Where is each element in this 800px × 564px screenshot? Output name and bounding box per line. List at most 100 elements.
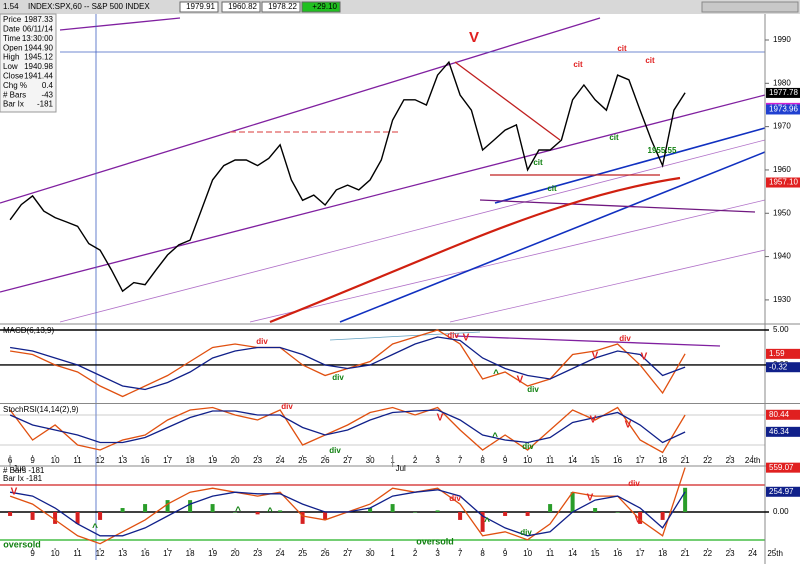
toolbar-value: +29.10 (312, 2, 337, 11)
histogram-bar (143, 504, 148, 512)
value-marker-label: 254.97 (769, 487, 794, 496)
x-tick-label: 3 (435, 456, 440, 465)
toolbar-box (221, 1, 261, 13)
annotation: V (517, 375, 524, 386)
annotation: ^ (492, 432, 498, 443)
x-tick-label: 14 (568, 456, 577, 465)
value-marker (766, 87, 800, 98)
annotation: ^ (92, 523, 98, 534)
x-tick-label: 23 (726, 456, 735, 465)
annotation: div (522, 442, 534, 451)
annotation: div (329, 446, 341, 455)
channel-line (0, 94, 766, 293)
zoom-level: 1.54 (3, 2, 19, 11)
annotation: ^ (235, 506, 241, 517)
channel-line (249, 199, 766, 323)
value-marker (766, 462, 800, 473)
x-tick-label: 9 (30, 456, 35, 465)
histogram-bar (8, 511, 13, 516)
indicator-sublabel: Bar Ix -181 (3, 474, 43, 483)
x-tick-label: 22 (703, 456, 712, 465)
x-tick-label: 16 (141, 456, 150, 465)
histogram-bar (53, 511, 58, 524)
annotation: div (520, 528, 532, 537)
value-marker (766, 486, 800, 497)
histogram-bar (75, 511, 80, 524)
annotation: V (437, 413, 444, 424)
indicator-label: # Bars -181 (3, 466, 45, 475)
y-tick-label: 0.00 (773, 507, 789, 516)
y-tick-label: 1980 (773, 78, 791, 87)
series-line (9, 406, 686, 454)
blue-trend-line (339, 151, 766, 323)
window-buttons[interactable] (701, 1, 799, 13)
histogram-bar (458, 511, 463, 520)
month-label: Jun (13, 464, 26, 473)
toolbar-value: 1978.22 (268, 2, 297, 11)
x-tick-label: 1 (390, 549, 395, 558)
macd-trend-line (329, 331, 481, 341)
toolbar-value: 1979.91 (186, 2, 215, 11)
x-tick-label: 12 (96, 549, 105, 558)
info-label: Bar Ix (3, 100, 24, 109)
histogram-bar (390, 504, 395, 512)
x-tick-label: 30 (366, 549, 375, 558)
histogram-bar (368, 508, 373, 512)
x-tick-label: 11 (73, 456, 82, 465)
x-tick-label: 11 (546, 456, 555, 465)
x-tick-label: 21 (681, 456, 690, 465)
x-tick-label: 24 (748, 549, 757, 558)
x-tick-label: 10 (51, 549, 60, 558)
y-tick-label: 1970 (773, 122, 791, 131)
channel-line (59, 139, 766, 323)
x-tick-label: 17 (636, 549, 645, 558)
x-tick-label: 23 (726, 549, 735, 558)
x-tick-label: 10 (523, 456, 532, 465)
x-tick-label: 21 (681, 549, 690, 558)
value-marker (766, 104, 800, 115)
toolbar-value: 1960.82 (228, 2, 257, 11)
series-line (10, 336, 686, 391)
x-tick-label: 10 (523, 549, 532, 558)
x-tick-label: 25th (767, 549, 783, 558)
x-tick-label: 18 (186, 456, 195, 465)
x-tick-label: 24 (276, 549, 285, 558)
annotation: cit (617, 44, 627, 53)
histogram-bar (683, 487, 688, 512)
x-tick-label: 17 (163, 456, 172, 465)
series-line (9, 489, 686, 537)
histogram-bar (548, 504, 553, 512)
month-label: Jul (396, 464, 406, 473)
histogram-bar (660, 511, 665, 520)
moving-average (269, 176, 681, 324)
y-tick-label: 1940 (773, 252, 791, 261)
y-tick-label: 5.00 (773, 325, 789, 334)
value-marker-label: 1973.96 (769, 105, 798, 114)
x-tick-label: 18 (658, 549, 667, 558)
histogram-bar (188, 500, 193, 512)
annotation: V (592, 351, 599, 362)
indicator-label: MACD(6,13,9) (3, 326, 54, 335)
x-tick-label: 15 (591, 549, 600, 558)
annotation: oversold (3, 539, 41, 549)
annotation: div (527, 385, 539, 394)
info-box (0, 13, 57, 113)
info-value: 1987.33 (24, 15, 53, 24)
histogram-bar (210, 504, 215, 512)
info-value: -43 (41, 90, 53, 99)
channel-line (59, 17, 181, 31)
histogram-bar (435, 510, 440, 512)
x-tick-label: 2 (413, 549, 418, 558)
info-value: 1944.90 (24, 43, 53, 52)
x-tick-label: 25 (298, 549, 307, 558)
value-marker (766, 426, 800, 437)
annotation: div (447, 331, 459, 340)
x-tick-label: 8 (480, 549, 485, 558)
value-marker-label: 1977.78 (769, 88, 798, 97)
info-label: # Bars (3, 90, 26, 99)
x-tick-label: 20 (231, 549, 240, 558)
annotation: V (590, 415, 597, 426)
annotation: oversold (416, 536, 454, 546)
info-value: 06/11/14 (22, 25, 53, 34)
annotation: div (449, 494, 461, 503)
